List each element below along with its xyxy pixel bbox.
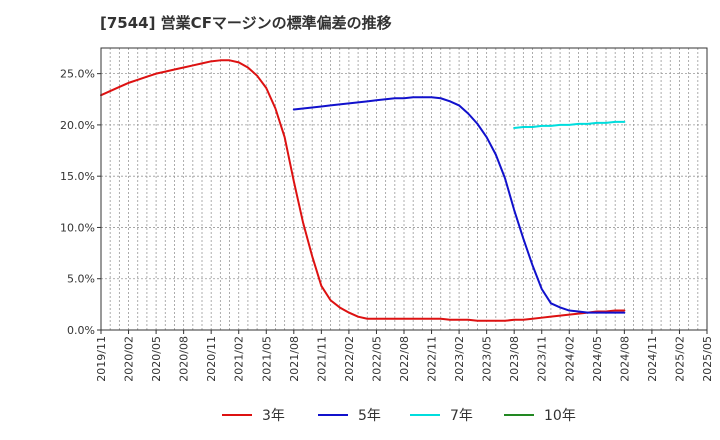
series-line-2: [292, 96, 626, 314]
x-tick-label: 2021/05: [260, 336, 273, 382]
x-tick-label: 2022/05: [370, 336, 383, 382]
x-tick-label: 2021/08: [288, 336, 301, 382]
x-axis-ticks: 2019/11 2020/02 2020/05 2020/08 2020/11 2021/…: [95, 330, 714, 382]
x-tick-label: 2025/05: [701, 336, 714, 382]
x-tick-label: 2020/05: [150, 336, 163, 382]
y-axis-ticks: 0.0% 5.0% 10.0% 15.0% 20.0% 25.0%: [60, 68, 101, 337]
x-tick-label: 2022/11: [426, 336, 439, 382]
y-tick-label: 25.0%: [60, 68, 95, 81]
x-tick-label: 2021/11: [315, 336, 328, 382]
x-tick-label: 2020/11: [205, 336, 218, 382]
x-tick-label: 2023/11: [536, 336, 549, 382]
legend: 3年 5年 7年 10年: [222, 408, 576, 424]
x-tick-label: 2019/11: [95, 336, 108, 382]
y-tick-label: 15.0%: [60, 170, 95, 183]
x-tick-label: 2024/05: [591, 336, 604, 382]
y-tick-label: 0.0%: [67, 324, 95, 337]
x-tick-label: 2021/02: [233, 336, 246, 382]
x-tick-label: 2024/02: [563, 336, 576, 382]
x-tick-label: 2024/11: [646, 336, 659, 382]
series-line-1: [100, 59, 626, 322]
legend-label-3: 7年: [450, 408, 473, 424]
legend-label-4: 10年: [544, 408, 576, 424]
chart-title: [7544] 営業CFマージンの標準偏差の推移: [100, 14, 392, 32]
y-tick-label: 5.0%: [67, 273, 95, 286]
legend-label-1: 3年: [262, 408, 285, 424]
series-line-3: [513, 120, 626, 129]
x-tick-label: 2025/02: [673, 336, 686, 382]
x-tick-label: 2020/02: [123, 336, 136, 382]
x-tick-label: 2023/08: [508, 336, 521, 382]
y-tick-label: 10.0%: [60, 221, 95, 234]
x-tick-label: 2020/08: [178, 336, 191, 382]
legend-label-2: 5年: [358, 408, 381, 424]
x-tick-label: 2024/08: [618, 336, 631, 382]
x-tick-label: 2023/02: [453, 336, 466, 382]
grid-layer: [101, 48, 707, 330]
x-tick-label: 2023/05: [481, 336, 494, 382]
series-layer: [100, 59, 626, 322]
x-tick-label: 2022/02: [343, 336, 356, 382]
x-tick-label: 2022/08: [398, 336, 411, 382]
y-tick-label: 20.0%: [60, 119, 95, 132]
